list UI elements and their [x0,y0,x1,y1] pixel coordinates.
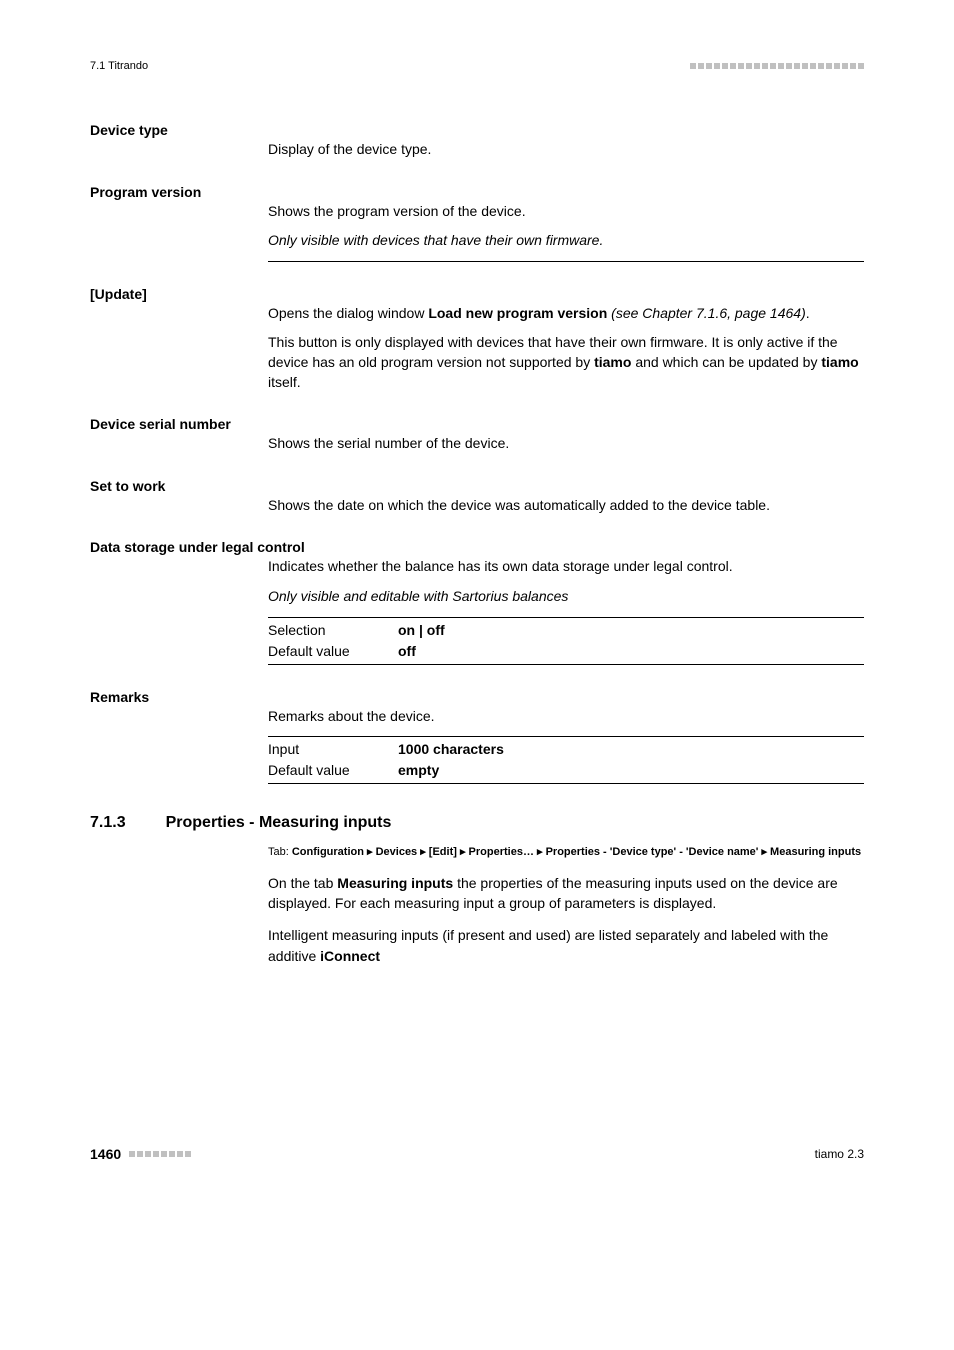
text: and which can be updated by [631,354,821,370]
field-label: Set to work [90,478,864,494]
text: . [806,305,810,321]
field-content: Shows the date on which the device was a… [268,496,864,516]
field-label: Data storage under legal control [90,539,864,555]
section-title: Properties - Measuring inputs [166,814,392,832]
field-content: Shows the program version of the device.… [268,202,864,262]
selection-label: Selection [268,620,398,641]
field-desc: Shows the serial number of the device. [268,434,864,454]
default-label: Default value [268,641,398,662]
field-label: Device type [90,122,864,138]
separator [268,783,864,784]
input-label: Input [268,739,398,760]
separator [268,736,864,737]
field-desc: Remarks about the device. [268,707,864,727]
field-set-to-work: Set to work Shows the date on which the … [90,478,864,516]
field-content: Opens the dialog window Load new program… [268,304,864,392]
tab-path: Configuration ▸ Devices ▸ [Edit] ▸ Prope… [292,846,861,858]
field-program-version: Program version Shows the program versio… [90,184,864,262]
input-value: 1000 characters [398,739,504,760]
text-bold: iConnect [320,948,380,964]
field-desc: Indicates whether the balance has its ow… [268,557,864,577]
default-row: Default value empty [268,760,864,781]
field-label: [Update] [90,286,864,302]
field-desc-line1: Opens the dialog window Load new program… [268,304,864,324]
default-row: Default value off [268,641,864,662]
text-bold: Measuring inputs [337,875,453,891]
page-number: 1460 [90,1146,121,1162]
field-device-serial: Device serial number Shows the serial nu… [90,416,864,454]
field-remarks: Remarks Remarks about the device. Input … [90,689,864,785]
field-note: Only visible with devices that have thei… [268,231,864,251]
separator [268,617,864,618]
default-value: empty [398,760,439,781]
page-header: 7.1 Titrando [90,60,864,72]
text-bold: tiamo [821,354,858,370]
header-section-ref: 7.1 Titrando [90,60,148,72]
default-label: Default value [268,760,398,781]
field-content: Display of the device type. [268,140,864,160]
text-bold: tiamo [594,354,631,370]
separator [268,664,864,665]
text: itself. [268,374,301,390]
separator [268,261,864,262]
field-desc: Shows the program version of the device. [268,202,864,222]
text: On the tab [268,875,337,891]
input-row: Input 1000 characters [268,739,864,760]
footer-dots [129,1151,191,1157]
field-label: Device serial number [90,416,864,432]
field-content: Indicates whether the balance has its ow… [268,557,864,664]
field-desc-line2: This button is only displayed with devic… [268,333,864,392]
footer-left: 1460 [90,1146,191,1162]
page-footer: 1460 tiamo 2.3 [90,1146,864,1162]
footer-right: tiamo 2.3 [815,1147,864,1161]
field-content: Remarks about the device. Input 1000 cha… [268,707,864,785]
selection-row: Selection on | off [268,620,864,641]
text-bold: Load new program version [428,305,607,321]
selection-value: on | off [398,620,445,641]
text: Opens the dialog window [268,305,428,321]
tab-prefix: Tab: [268,846,292,858]
tab-breadcrumb: Tab: Configuration ▸ Devices ▸ [Edit] ▸ … [268,844,864,861]
section-heading: 7.1.3 Properties - Measuring inputs [90,814,864,832]
field-note: Only visible and editable with Sartorius… [268,587,864,607]
section-para1: On the tab Measuring inputs the properti… [268,873,864,914]
text-italic: (see Chapter 7.1.6, page 1464) [607,305,805,321]
section-para2: Intelligent measuring inputs (if present… [268,925,864,966]
field-content: Shows the serial number of the device. [268,434,864,454]
field-desc: Shows the date on which the device was a… [268,496,864,516]
header-dots [690,63,864,69]
section-number: 7.1.3 [90,814,126,832]
field-label: Program version [90,184,864,200]
field-update: [Update] Opens the dialog window Load ne… [90,286,864,392]
field-data-storage: Data storage under legal control Indicat… [90,539,864,664]
default-value: off [398,641,416,662]
field-desc: Display of the device type. [268,140,864,160]
field-device-type: Device type Display of the device type. [90,122,864,160]
field-label: Remarks [90,689,864,705]
